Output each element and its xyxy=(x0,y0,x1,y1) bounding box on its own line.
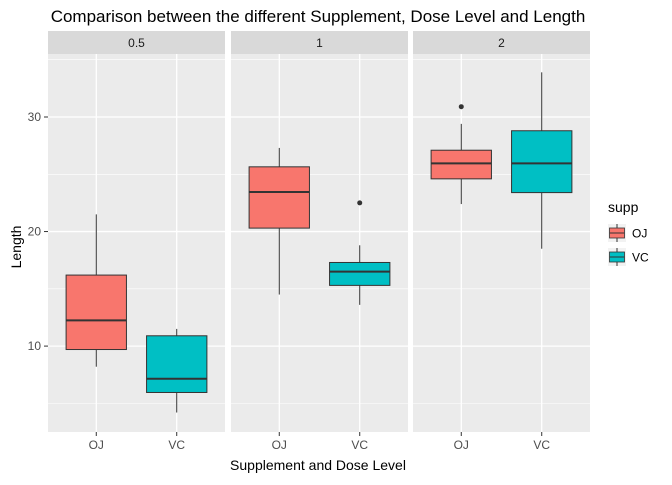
x-tick-label: VC xyxy=(533,438,550,452)
x-axis-label: Supplement and Dose Level xyxy=(230,457,406,473)
x-tick-label: VC xyxy=(168,438,185,452)
box-iqr xyxy=(511,130,573,194)
x-tick-label: OJ xyxy=(272,438,287,452)
facet-panel: 0.5 OJ VC xyxy=(48,31,225,452)
box-vc xyxy=(146,328,208,413)
facet-strip xyxy=(413,31,590,54)
box-iqr xyxy=(65,274,127,351)
box-oj xyxy=(65,214,127,367)
legend-label: OJ xyxy=(632,227,647,241)
x-tick-label: OJ xyxy=(89,438,104,452)
panel-background xyxy=(231,54,408,432)
facet-strip-label: 0.5 xyxy=(128,36,145,50)
box-iqr xyxy=(146,335,208,393)
box-oj xyxy=(248,147,310,295)
box-vc xyxy=(511,72,573,249)
facet-panel: 2 OJ VC xyxy=(413,31,590,452)
outlier-point xyxy=(458,104,464,110)
facet-strip-label: 1 xyxy=(316,36,323,50)
y-tick-label: 30 xyxy=(28,110,42,124)
facet-strip-label: 2 xyxy=(498,36,505,50)
box-vc xyxy=(329,200,391,305)
box-oj xyxy=(430,104,492,205)
facet-strip xyxy=(48,31,225,54)
y-axis-label: Length xyxy=(8,226,24,269)
legend: supp OJ VC xyxy=(608,199,649,266)
legend-title: supp xyxy=(608,199,639,215)
y-tick-label: 20 xyxy=(28,225,42,239)
box-iqr xyxy=(430,149,492,180)
facet-strip xyxy=(231,31,408,54)
chart-title: Comparison between the different Supplem… xyxy=(51,7,586,26)
outlier-point xyxy=(357,200,363,206)
y-axis: 10 20 30 xyxy=(28,110,48,353)
facet-panels: 0.5 OJ VC 1 OJ VC 2 OJ VC xyxy=(48,31,590,452)
legend-item-oj: OJ xyxy=(608,224,647,242)
panel-background xyxy=(413,54,590,432)
x-tick-label: OJ xyxy=(454,438,469,452)
box-iqr xyxy=(329,261,391,286)
legend-label: VC xyxy=(632,251,649,265)
legend-item-vc: VC xyxy=(608,248,649,266)
x-tick-label: VC xyxy=(351,438,368,452)
facet-panel: 1 OJ VC xyxy=(231,31,408,452)
box-iqr xyxy=(248,166,310,229)
y-tick-label: 10 xyxy=(28,339,42,353)
